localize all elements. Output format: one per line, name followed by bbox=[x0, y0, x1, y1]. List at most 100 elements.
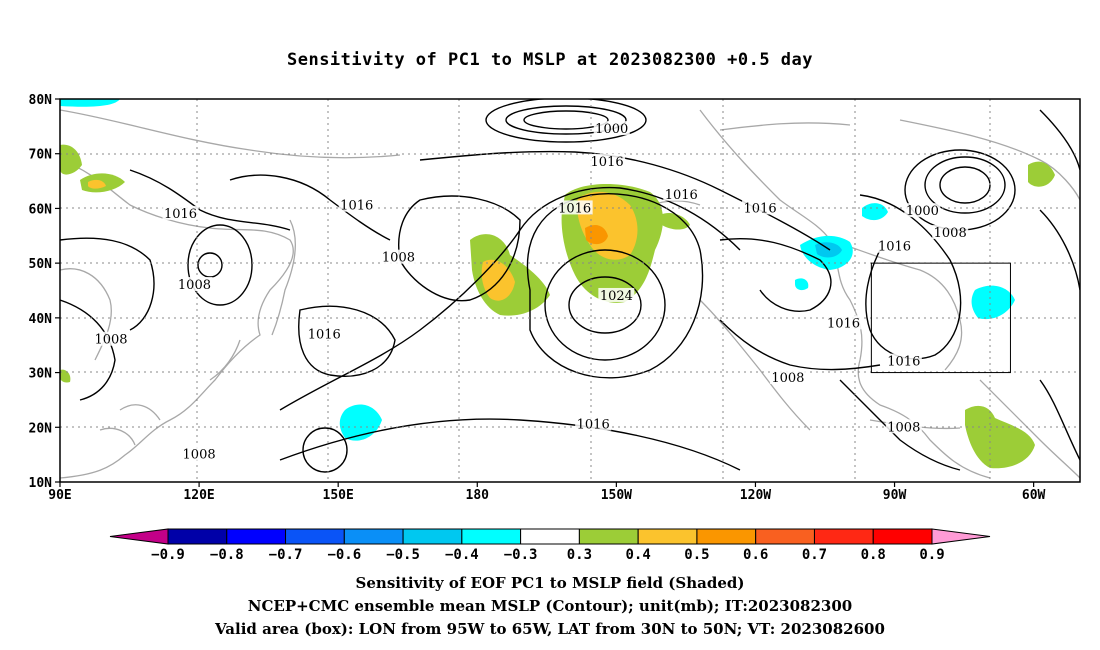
colorbar-swatch bbox=[167, 528, 228, 545]
shade-positive-ne bbox=[965, 405, 1035, 469]
shade-negative-atlantic bbox=[971, 285, 1015, 320]
contour-label: 1008 bbox=[934, 226, 967, 241]
caption-shading: Sensitivity of EOF PC1 to MSLP field (Sh… bbox=[355, 574, 745, 592]
contour-label-bg bbox=[769, 370, 806, 385]
colorbar-label: −0.5 bbox=[386, 547, 420, 563]
contour-label: 1008 bbox=[771, 371, 804, 386]
contour-label-bg bbox=[742, 200, 779, 215]
contour-label-bg bbox=[885, 419, 922, 434]
contour-label-bg bbox=[176, 277, 213, 292]
colorbar-swatch bbox=[578, 528, 639, 545]
contour-label: 1016 bbox=[340, 199, 373, 214]
shade-positive-gulf-alaska bbox=[660, 213, 690, 230]
lat-label: 80N bbox=[29, 93, 53, 108]
colorbar-label: −0.8 bbox=[210, 547, 244, 563]
map-title: Sensitivity of PC1 to MSLP at 2023082300… bbox=[286, 50, 813, 70]
lon-label: 60W bbox=[1022, 488, 1046, 503]
lat-label: 40N bbox=[29, 312, 53, 327]
colorbar-swatch bbox=[520, 528, 580, 545]
contour-label-bg bbox=[876, 238, 913, 253]
colorbar-swatch bbox=[696, 528, 757, 545]
shade-negative-labrador bbox=[862, 203, 888, 221]
contour-label-bg bbox=[932, 225, 969, 240]
shade-positive-east bbox=[1028, 161, 1055, 187]
colorbar-swatch bbox=[813, 528, 874, 545]
contour-label: 1008 bbox=[178, 278, 211, 293]
contour-label-bg bbox=[575, 416, 612, 431]
colorbar-label: −0.4 bbox=[445, 547, 479, 563]
shade-positive-central-pacific-core bbox=[585, 224, 608, 245]
contour-label: 1016 bbox=[591, 155, 624, 170]
contour-arctic-low-1000 bbox=[505, 105, 627, 135]
contour-label-bg bbox=[593, 121, 630, 136]
contour-label: 1024 bbox=[600, 289, 633, 304]
contour-label: 1008 bbox=[887, 420, 920, 435]
contour-label-bg bbox=[885, 353, 922, 368]
lat-label: 70N bbox=[29, 148, 53, 163]
colorbar-label: 0.6 bbox=[743, 547, 768, 563]
coastlines bbox=[60, 109, 1080, 479]
colorbar-swatch bbox=[755, 528, 815, 545]
lat-label: 50N bbox=[29, 257, 53, 272]
contour-label: 1000 bbox=[595, 122, 628, 137]
contour-label-bg bbox=[181, 446, 218, 461]
colorbar-label: 0.3 bbox=[567, 547, 592, 563]
shade-negative-small bbox=[795, 278, 809, 291]
lon-label: 90W bbox=[883, 488, 907, 503]
lat-label: 10N bbox=[29, 476, 53, 491]
contour-label: 1016 bbox=[577, 418, 610, 433]
grid-lines bbox=[60, 99, 1080, 482]
shade-positive-w bbox=[60, 144, 82, 175]
lat-label: 60N bbox=[29, 202, 53, 217]
contour-label: 1016 bbox=[744, 201, 777, 216]
shade-positive-sw bbox=[60, 369, 71, 383]
contour-label-bg bbox=[338, 197, 375, 212]
contour-label: 1016 bbox=[558, 201, 591, 216]
colorbar-label: 0.7 bbox=[802, 547, 827, 563]
colorbar-left-arrow bbox=[109, 528, 169, 545]
colorbar-label: 0.4 bbox=[626, 547, 651, 563]
colorbar-label: −0.9 bbox=[151, 547, 185, 563]
contour-label-bg bbox=[825, 315, 862, 330]
contour-label: 1016 bbox=[878, 240, 911, 255]
colorbar-label: −0.6 bbox=[327, 547, 361, 563]
caption-valid-area: Valid area (box): LON from 95W to 65W, L… bbox=[215, 620, 885, 638]
shade-negative-hudson-inner bbox=[815, 242, 842, 258]
contour-labrador-low-1000 bbox=[939, 166, 991, 204]
colorbar-label: −0.3 bbox=[504, 547, 538, 563]
colorbar-label: −0.7 bbox=[269, 547, 303, 563]
colorbar-label: 0.9 bbox=[919, 547, 944, 563]
contour-label-bg bbox=[904, 203, 941, 218]
colorbar: −0.9 −0.8 −0.7 −0.6 −0.5 −0.4 −0.3 0.3 0.4 0.5 0.6… bbox=[109, 528, 991, 563]
colorbar-swatch bbox=[226, 528, 287, 545]
contour-label: 1016 bbox=[827, 316, 860, 331]
contour-label: 1016 bbox=[887, 355, 920, 370]
shade-negative-arctic bbox=[60, 99, 120, 107]
lon-label: 180 bbox=[466, 488, 490, 503]
colorbar-swatch bbox=[461, 528, 522, 545]
colorbar-swatch bbox=[285, 528, 345, 545]
map-panel: 1000 1016 1016 1016 1016 1000 1008 1016 1016 1016… bbox=[60, 99, 1080, 482]
contour-labels: 1000 1016 1016 1016 1016 1000 1008 1016 1016 1016… bbox=[93, 121, 969, 463]
lon-label: 120W bbox=[740, 488, 771, 503]
colorbar-label: 0.5 bbox=[684, 547, 709, 563]
contour-label: 1008 bbox=[94, 333, 127, 348]
colorbar-swatch bbox=[872, 528, 933, 545]
contour-label-bg bbox=[306, 326, 343, 341]
lon-label: 150E bbox=[323, 488, 354, 503]
contour-label: 1016 bbox=[164, 207, 197, 222]
shade-positive-west-pacific-inner bbox=[88, 179, 106, 189]
contour-label-bg bbox=[162, 205, 199, 220]
contour-label-bg bbox=[556, 200, 593, 215]
contour-label-bg bbox=[93, 331, 129, 346]
contour-label-bg bbox=[589, 153, 626, 168]
lon-label: 150W bbox=[601, 488, 632, 503]
colorbar-label: 0.8 bbox=[861, 547, 886, 563]
contour-label: 1008 bbox=[382, 251, 415, 266]
valid-area-box bbox=[870, 262, 1011, 374]
colorbar-swatch bbox=[343, 528, 404, 545]
caption-contours: NCEP+CMC ensemble mean MSLP (Contour); u… bbox=[247, 597, 853, 615]
contour-label-bg bbox=[598, 287, 635, 302]
